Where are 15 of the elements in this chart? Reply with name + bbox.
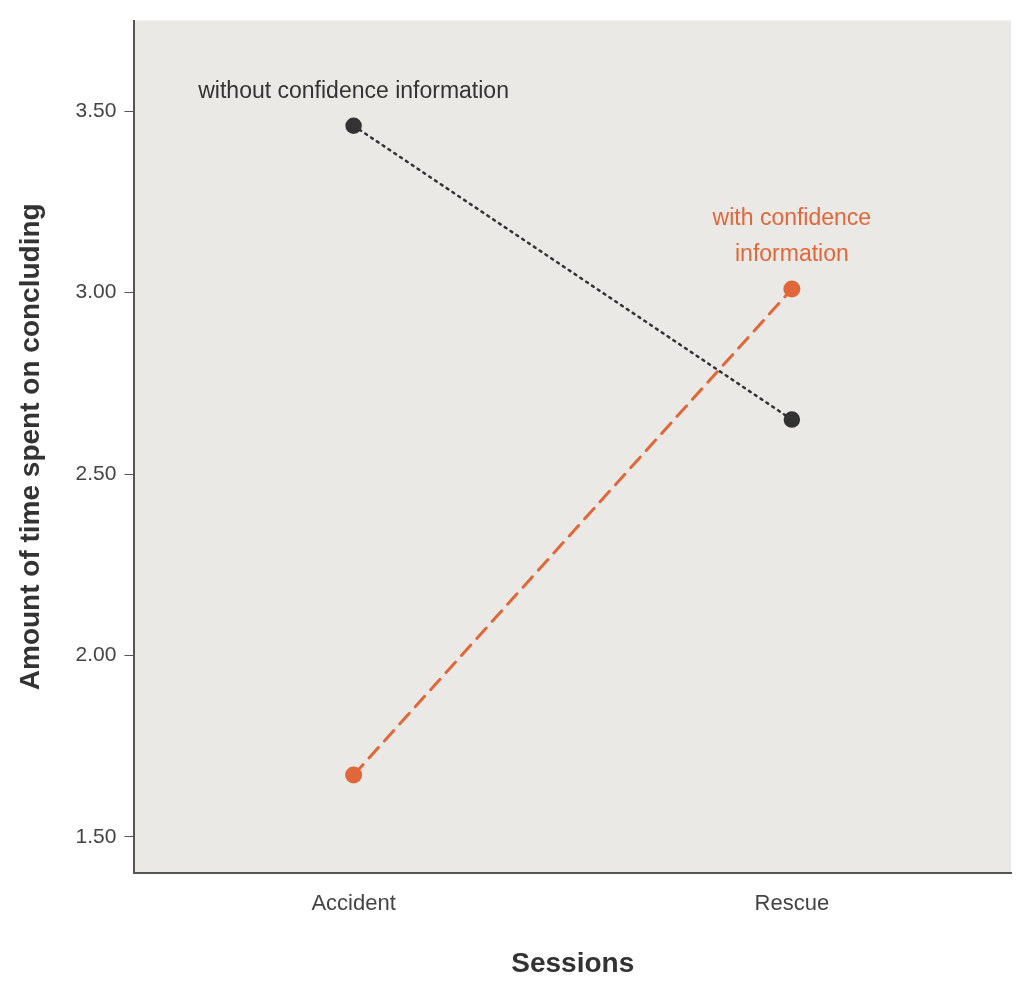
y-tick-label: 1.50 bbox=[75, 823, 117, 847]
point bbox=[345, 766, 363, 784]
y-tick-label: 3.00 bbox=[75, 279, 117, 303]
point bbox=[783, 280, 801, 298]
x-tick-label: Accident bbox=[311, 890, 396, 916]
y-tick-label: 2.00 bbox=[75, 642, 117, 666]
y-tick-label: 3.50 bbox=[75, 98, 117, 122]
x-tick-label: Rescue bbox=[754, 890, 830, 916]
y-axis-title: Amount of time spent on concluding bbox=[13, 203, 45, 691]
series-label: without confidence information bbox=[197, 76, 509, 103]
point bbox=[345, 117, 362, 135]
point bbox=[783, 411, 801, 428]
x-axis-title: Sessions bbox=[511, 946, 635, 978]
y-tick-label: 2.50 bbox=[75, 460, 117, 484]
text: with confidence information bbox=[711, 204, 872, 267]
